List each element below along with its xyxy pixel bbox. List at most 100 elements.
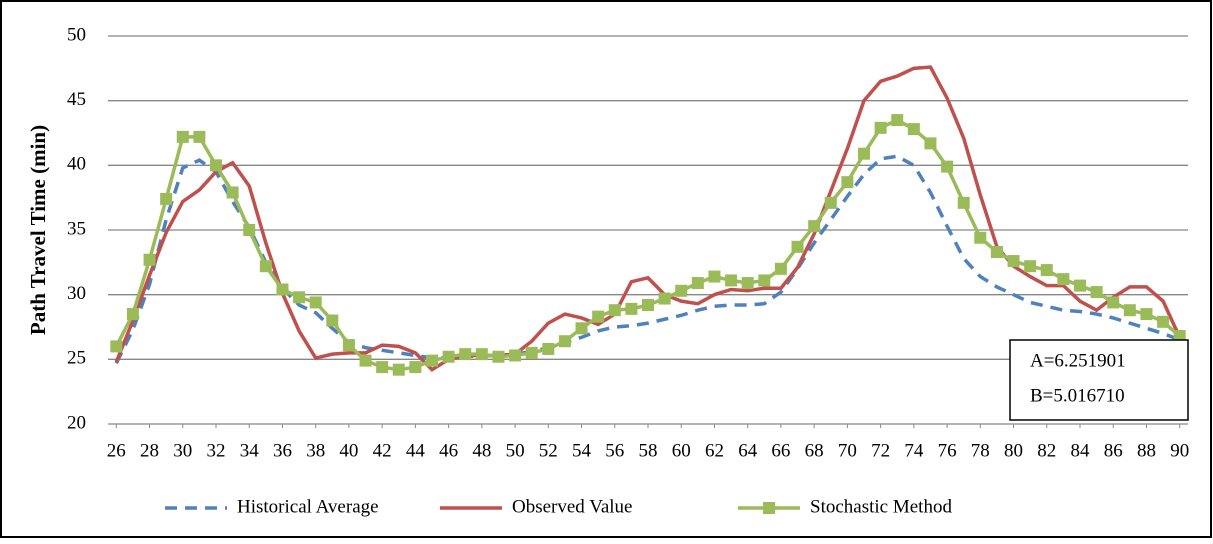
x-tick-label: 28 (140, 440, 159, 461)
x-tick-label: 76 (938, 440, 957, 461)
marker (874, 121, 887, 134)
marker (143, 253, 156, 266)
x-tick-label: 72 (871, 440, 890, 461)
marker (509, 349, 522, 362)
x-tick-label: 78 (971, 440, 990, 461)
marker (575, 322, 588, 335)
marker (160, 192, 173, 205)
marker (1123, 304, 1136, 317)
plot-area: 20 25 30 35 40 45 50 26 28 30 32 34 36 38 40 42 44 46 48 50… (67, 24, 1189, 461)
marker (342, 339, 355, 352)
marker (858, 147, 870, 160)
x-tick-label: 50 (506, 440, 525, 461)
marker (1040, 264, 1053, 277)
marker (126, 308, 139, 321)
marker (841, 176, 854, 189)
x-tick-label: 46 (439, 440, 458, 461)
marker (924, 137, 937, 150)
x-tick-label: 44 (406, 440, 426, 461)
x-tick-label: 90 (1170, 440, 1189, 461)
marker (1007, 255, 1020, 268)
marker (392, 363, 405, 376)
legend-label: Stochastic Method (810, 496, 952, 517)
marker (376, 361, 389, 374)
x-tick-label: 74 (904, 440, 924, 461)
marker (1107, 296, 1120, 309)
x-tick-label: 32 (207, 440, 226, 461)
marker (276, 283, 289, 296)
x-tick-label: 70 (838, 440, 857, 461)
x-tick-label: 36 (273, 440, 292, 461)
marker (907, 123, 920, 136)
marker (808, 220, 821, 233)
x-tick-label: 66 (771, 440, 790, 461)
marker (957, 196, 970, 209)
marker (990, 245, 1003, 258)
marker (459, 348, 472, 361)
x-tick-label: 58 (639, 440, 658, 461)
y-tick-label: 35 (67, 218, 86, 239)
marker (1090, 286, 1103, 299)
x-tick-label: 26 (107, 440, 126, 461)
marker (1024, 260, 1037, 273)
marker (675, 284, 688, 297)
marker (824, 196, 837, 209)
marker (592, 310, 605, 323)
y-tick-label: 25 (67, 348, 86, 369)
y-axis-label: Path Travel Time (min) (26, 125, 50, 335)
marker (193, 130, 206, 143)
x-tick-label: 82 (1037, 440, 1056, 461)
marker (1157, 315, 1170, 328)
annotation: A=6.251901 (1030, 350, 1126, 371)
legend-label: Observed Value (512, 496, 632, 517)
x-tick-label: 40 (339, 440, 358, 461)
x-tick-label: 84 (1071, 440, 1091, 461)
legend-marker (763, 502, 775, 514)
annotation: B=5.016710 (1030, 385, 1125, 406)
y-tick-label: 20 (67, 412, 86, 433)
x-tick-label: 48 (472, 440, 491, 461)
marker (1140, 308, 1153, 321)
x-tick-label: 64 (738, 440, 758, 461)
marker (658, 292, 671, 305)
marker (309, 296, 322, 309)
x-tick-label: 86 (1104, 440, 1123, 461)
marker (492, 350, 505, 363)
legend-label: Historical Average (237, 496, 379, 517)
marker (542, 342, 555, 355)
marker (708, 270, 721, 283)
marker (758, 274, 771, 287)
x-tick-label: 30 (173, 440, 192, 461)
marker (558, 335, 571, 348)
marker (625, 302, 638, 315)
marker (326, 314, 339, 327)
x-tick-label: 80 (1004, 440, 1023, 461)
marker (359, 354, 372, 367)
marker (259, 260, 272, 273)
x-tick-label: 88 (1137, 440, 1156, 461)
marker (1074, 279, 1086, 292)
x-tick-label: 62 (705, 440, 724, 461)
marker (475, 348, 488, 361)
x-tick-label: 42 (373, 440, 392, 461)
marker (226, 186, 239, 199)
marker (791, 240, 804, 253)
marker (210, 159, 222, 172)
y-tick-label: 50 (67, 24, 86, 45)
y-tick-label: 30 (67, 283, 86, 304)
marker (1057, 273, 1070, 286)
marker (774, 262, 787, 275)
x-tick-label: 52 (539, 440, 558, 461)
marker (1173, 330, 1186, 343)
marker (725, 274, 738, 287)
marker (608, 304, 621, 317)
marker (691, 277, 704, 290)
annotation-box (1009, 339, 1189, 421)
marker (426, 354, 438, 367)
x-tick-label: 54 (572, 440, 592, 461)
marker (293, 291, 306, 304)
marker (525, 346, 538, 359)
series-line (114, 154, 1181, 364)
